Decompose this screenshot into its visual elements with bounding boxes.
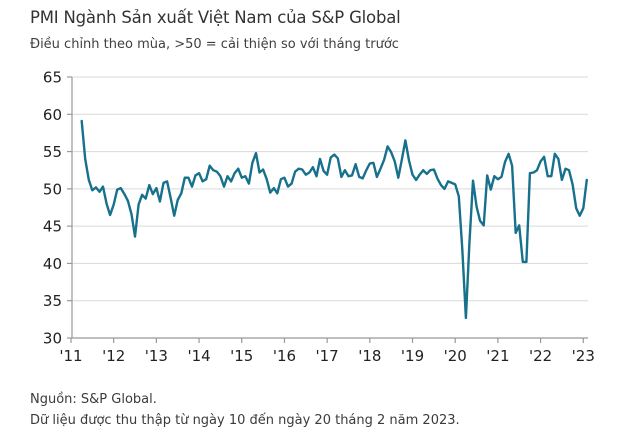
y-tick-label-50: 50 — [43, 180, 62, 198]
x-tick-label-12: '12 — [102, 347, 125, 365]
y-tick-label-60: 60 — [43, 106, 62, 124]
collection-note: Dữ liệu được thu thập từ ngày 10 đến ngà… — [30, 413, 460, 428]
x-tick-label-15: '15 — [230, 347, 253, 365]
pmi-line-chart: 30 35 40 45 50 55 60 65 '11 '12 '13 '14 '15 '16 '17 '18… — [43, 69, 595, 366]
y-tick-label-65: 65 — [43, 69, 62, 87]
x-tick-label-23: '23 — [572, 347, 595, 365]
y-tick-label-45: 45 — [43, 218, 62, 236]
x-tick-label-19: '19 — [401, 347, 424, 365]
y-tick-label-35: 35 — [43, 292, 62, 310]
x-tick-label-14: '14 — [187, 347, 210, 365]
y-tick-label-30: 30 — [43, 330, 62, 348]
x-tick-label-18: '18 — [358, 347, 381, 365]
y-tick-label-55: 55 — [43, 143, 62, 161]
y-tick-label-40: 40 — [43, 255, 62, 273]
x-tick-label-13: '13 — [145, 347, 168, 365]
chart-title: PMI Ngành Sản xuất Việt Nam của S&P Glob… — [30, 8, 401, 27]
x-tick-label-17: '17 — [316, 347, 339, 365]
chart-footer: Nguồn: S&P Global. Dữ liệu được thu thập… — [30, 389, 460, 431]
x-tick-label-16: '16 — [273, 347, 296, 365]
x-tick-label-22: '22 — [529, 347, 552, 365]
x-tick-label-11: '11 — [59, 347, 82, 365]
x-tick-label-20: '20 — [444, 347, 467, 365]
pmi-line — [80, 119, 588, 320]
chart-subtitle: Điều chỉnh theo mùa, >50 = cải thiện so … — [30, 37, 399, 52]
source-note: Nguồn: S&P Global. — [30, 392, 157, 407]
x-tick-label-21: '21 — [486, 347, 509, 365]
